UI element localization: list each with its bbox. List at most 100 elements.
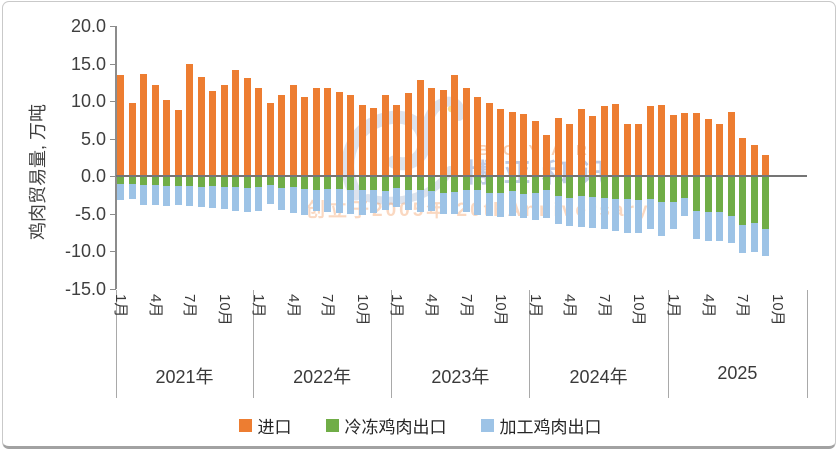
x-axis-month-label: 7月 bbox=[457, 294, 475, 318]
bar-frozen-export bbox=[186, 176, 194, 186]
legend-label: 进口 bbox=[257, 418, 292, 437]
legend-swatch bbox=[480, 419, 494, 432]
bar-frozen-export bbox=[658, 176, 666, 203]
bar-import bbox=[704, 119, 712, 176]
x-axis-month-label: 7月 bbox=[181, 294, 199, 318]
x-axis-month-label: 7月 bbox=[734, 294, 752, 318]
bar-import bbox=[600, 106, 608, 176]
bar-processed-export bbox=[762, 229, 770, 257]
bar-frozen-export bbox=[554, 176, 562, 197]
x-axis-month-label: 7月 bbox=[595, 294, 613, 318]
bar-processed-export bbox=[646, 198, 654, 229]
bar-import bbox=[508, 111, 516, 176]
year-divider bbox=[529, 290, 531, 398]
legend-label: 冷冻鸡肉出口 bbox=[344, 418, 447, 437]
bar-frozen-export bbox=[543, 176, 551, 191]
y-axis-tick-mark bbox=[110, 213, 116, 215]
bar-frozen-export bbox=[220, 176, 228, 187]
bar-processed-export bbox=[186, 185, 194, 206]
x-axis-month-label: 10月 bbox=[492, 294, 510, 326]
bar-import bbox=[289, 85, 297, 176]
legend-label: 加工鸡肉出口 bbox=[499, 418, 602, 437]
y-axis-tick-label: 0.0 bbox=[80, 166, 106, 186]
y-axis-tick-mark bbox=[110, 26, 116, 27]
bar-processed-export bbox=[531, 192, 539, 221]
bar-import bbox=[117, 74, 124, 176]
bar-frozen-export bbox=[739, 176, 747, 225]
bar-processed-export bbox=[727, 215, 735, 243]
bar-frozen-export bbox=[716, 176, 724, 212]
bar-frozen-export bbox=[462, 176, 470, 190]
year-divider bbox=[252, 290, 254, 398]
bar-processed-export bbox=[335, 188, 343, 213]
bar-processed-export bbox=[232, 187, 240, 211]
bar-frozen-export bbox=[289, 176, 297, 188]
bar-frozen-export bbox=[312, 176, 320, 190]
x-axis-month-label: 4月 bbox=[146, 294, 164, 318]
bar-processed-export bbox=[255, 187, 263, 211]
x-axis-year-label: 2021年 bbox=[155, 367, 214, 387]
bar-import bbox=[669, 115, 677, 176]
year-divider bbox=[667, 290, 669, 398]
bar-processed-export bbox=[151, 185, 159, 205]
y-axis-tick-mark bbox=[110, 288, 116, 290]
bar-frozen-export bbox=[451, 176, 459, 192]
x-axis-month-label: 10月 bbox=[215, 294, 233, 326]
bar-frozen-export bbox=[704, 176, 712, 212]
bar-frozen-export bbox=[508, 176, 516, 191]
bar-processed-export bbox=[635, 200, 643, 233]
y-axis-tick-label: 10.0 bbox=[70, 91, 106, 111]
y-axis-tick-label: 20.0 bbox=[70, 16, 106, 36]
x-axis-year-label: 2025 bbox=[717, 363, 758, 383]
bar-frozen-export bbox=[266, 176, 274, 185]
bar-frozen-export bbox=[600, 176, 608, 198]
legend-swatch bbox=[325, 419, 339, 432]
bar-processed-export bbox=[739, 224, 747, 253]
bar-import bbox=[381, 95, 389, 176]
bar-processed-export bbox=[623, 199, 631, 233]
bar-frozen-export bbox=[335, 176, 343, 189]
y-axis-tick-label: 5.0 bbox=[80, 128, 106, 149]
bar-frozen-export bbox=[577, 176, 585, 197]
bar-frozen-export bbox=[566, 176, 574, 198]
bar-frozen-export bbox=[693, 176, 700, 212]
legend-item: 加工鸡肉出口 bbox=[480, 413, 602, 438]
bar-import bbox=[266, 102, 274, 176]
bar-frozen-export bbox=[278, 176, 286, 188]
bar-frozen-export bbox=[163, 176, 171, 186]
bar-processed-export bbox=[658, 202, 666, 236]
bar-import bbox=[393, 104, 401, 176]
x-axis-month-label: 7月 bbox=[319, 294, 337, 318]
bar-processed-export bbox=[381, 191, 389, 210]
bar-import bbox=[658, 104, 666, 176]
y-axis-tick-mark bbox=[110, 138, 116, 140]
x-axis-month-label: 4月 bbox=[699, 294, 717, 318]
bar-import bbox=[278, 95, 286, 176]
bar-frozen-export bbox=[358, 176, 366, 191]
bar-import bbox=[727, 112, 735, 176]
bar-import bbox=[623, 123, 631, 176]
bar-import bbox=[128, 103, 136, 176]
bar-import bbox=[474, 97, 482, 176]
x-axis-year-label: 2022年 bbox=[293, 367, 352, 387]
bar-processed-export bbox=[497, 193, 505, 218]
bar-import bbox=[140, 74, 148, 176]
legend-item: 进口 bbox=[238, 413, 292, 438]
bar-frozen-export bbox=[669, 176, 677, 202]
bar-import bbox=[612, 104, 620, 176]
bar-import bbox=[716, 124, 724, 176]
bar-processed-export bbox=[405, 190, 412, 210]
x-axis-month-label: 4月 bbox=[423, 294, 441, 318]
bar-processed-export bbox=[462, 189, 470, 212]
bar-frozen-export bbox=[589, 176, 597, 197]
bar-frozen-export bbox=[474, 176, 482, 191]
bar-import bbox=[347, 95, 355, 176]
year-divider bbox=[116, 290, 117, 398]
bar-processed-export bbox=[485, 192, 493, 216]
bar-frozen-export bbox=[174, 176, 182, 186]
bar-import bbox=[566, 123, 574, 176]
bar-frozen-export bbox=[243, 176, 251, 188]
bar-frozen-export bbox=[727, 176, 735, 216]
bar-processed-export bbox=[750, 222, 758, 252]
year-divider bbox=[391, 290, 393, 398]
